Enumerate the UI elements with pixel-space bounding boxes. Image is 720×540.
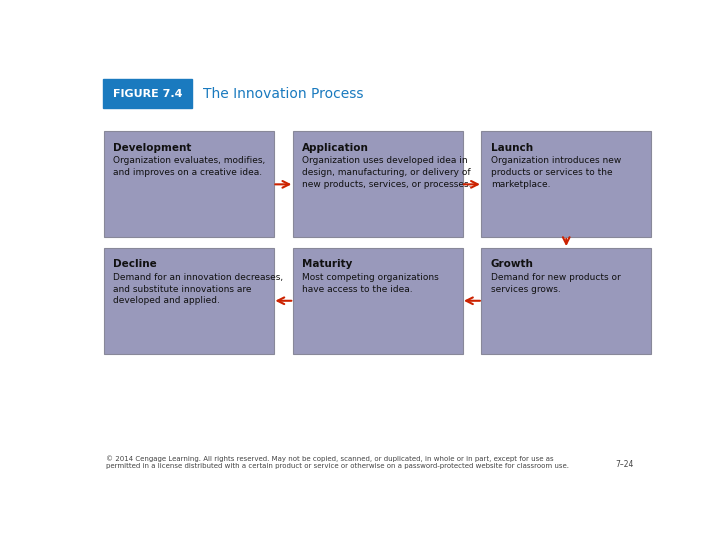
Text: FIGURE 7.4: FIGURE 7.4 (113, 89, 182, 99)
Text: Organization introduces new
products or services to the
marketplace.: Organization introduces new products or … (490, 156, 621, 189)
Text: Demand for an innovation decreases,
and substitute innovations are
developed and: Demand for an innovation decreases, and … (114, 273, 284, 305)
Text: Maturity: Maturity (302, 259, 352, 269)
Text: Launch: Launch (490, 143, 533, 153)
Text: Most competing organizations
have access to the idea.: Most competing organizations have access… (302, 273, 438, 294)
Text: Organization uses developed idea in
design, manufacturing, or delivery of
new pr: Organization uses developed idea in desi… (302, 156, 472, 189)
FancyBboxPatch shape (104, 248, 274, 354)
FancyBboxPatch shape (292, 131, 463, 238)
Text: Application: Application (302, 143, 369, 153)
Text: Organization evaluates, modifies,
and improves on a creative idea.: Organization evaluates, modifies, and im… (114, 156, 266, 177)
FancyBboxPatch shape (292, 248, 463, 354)
Text: © 2014 Cengage Learning. All rights reserved. May not be copied, scanned, or dup: © 2014 Cengage Learning. All rights rese… (106, 455, 569, 469)
FancyBboxPatch shape (481, 248, 652, 354)
FancyBboxPatch shape (104, 131, 274, 238)
Text: Development: Development (114, 143, 192, 153)
FancyBboxPatch shape (103, 79, 192, 109)
FancyBboxPatch shape (481, 131, 652, 238)
Text: The Innovation Process: The Innovation Process (203, 87, 364, 101)
Text: Decline: Decline (114, 259, 157, 269)
Text: Demand for new products or
services grows.: Demand for new products or services grow… (490, 273, 621, 294)
Text: 7–24: 7–24 (616, 460, 634, 469)
Text: Growth: Growth (490, 259, 534, 269)
